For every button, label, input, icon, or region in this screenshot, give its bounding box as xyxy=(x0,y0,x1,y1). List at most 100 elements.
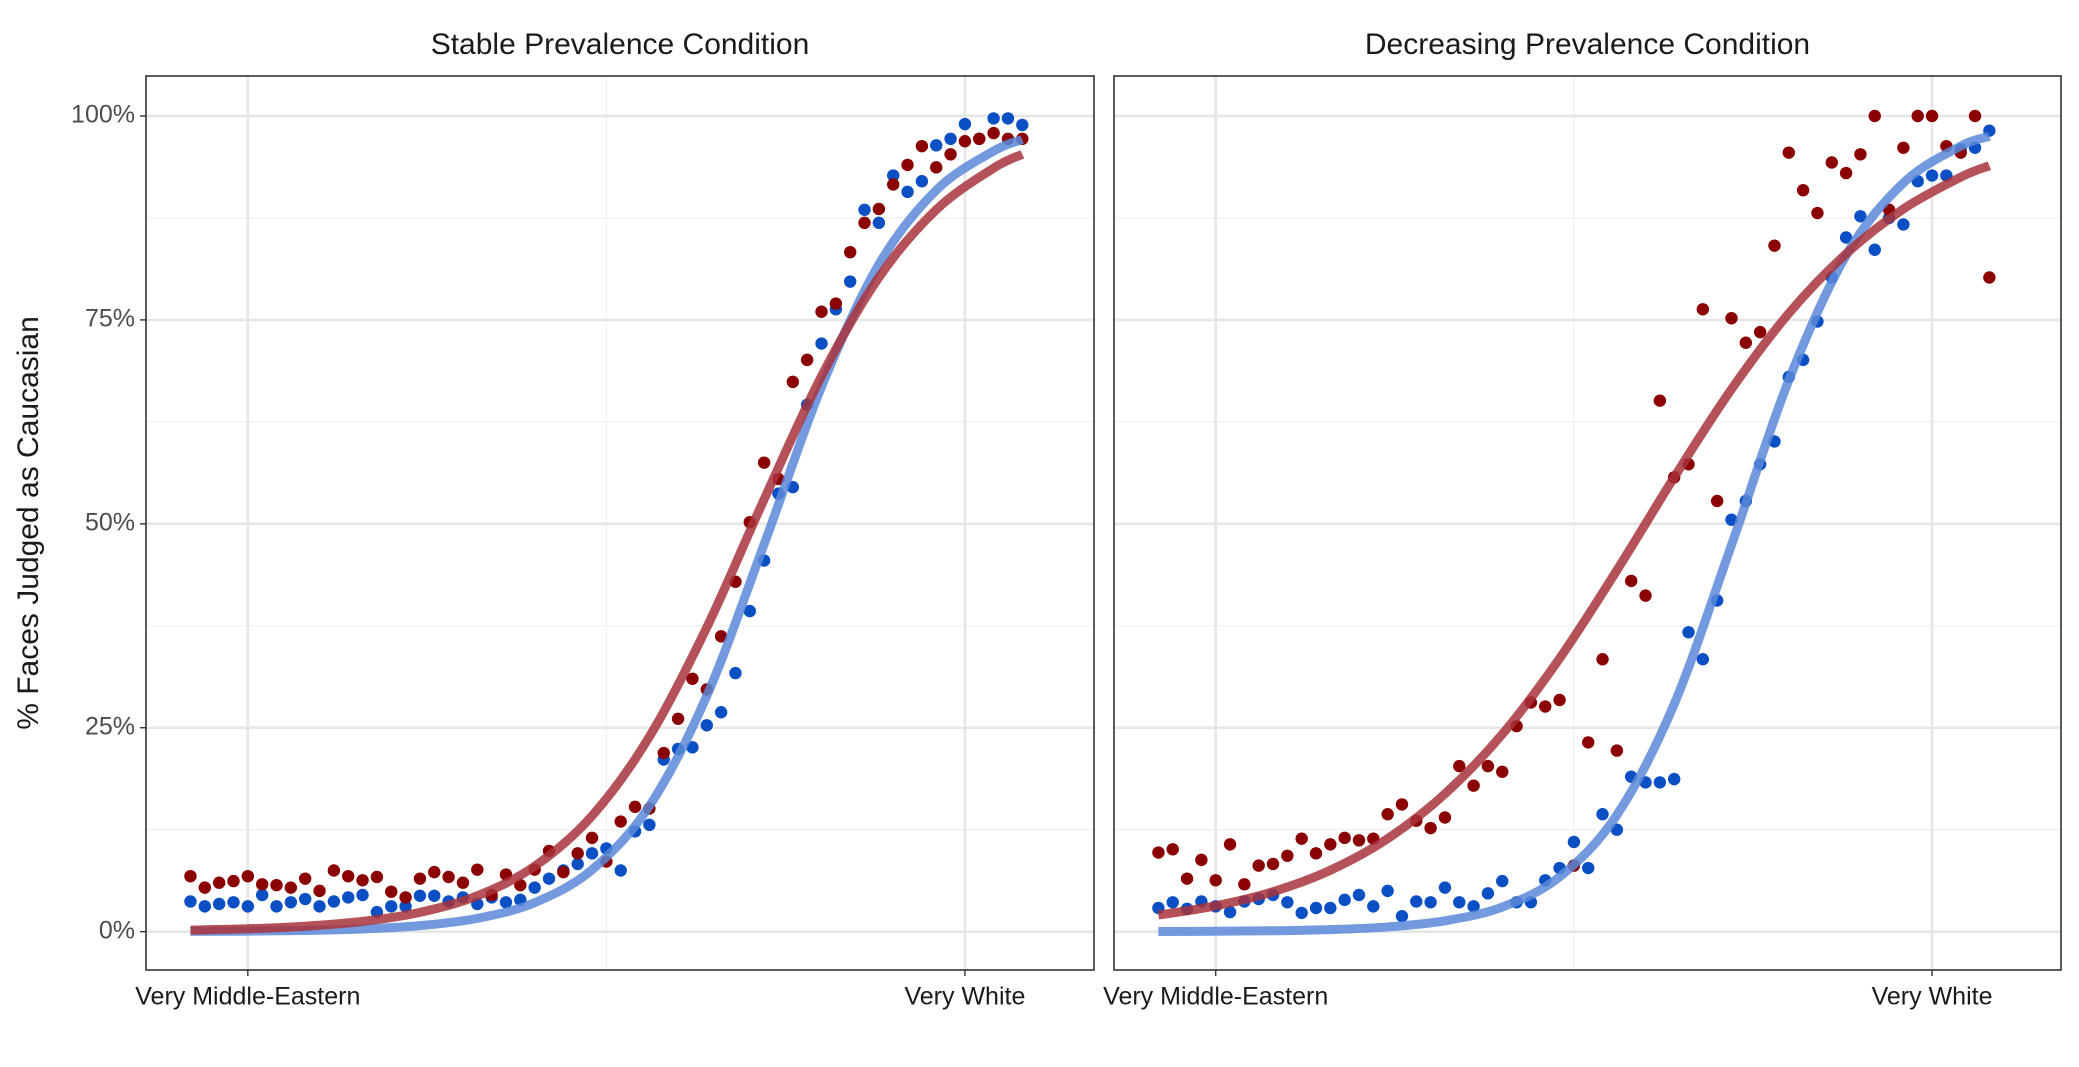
point xyxy=(571,857,584,871)
point xyxy=(1696,653,1710,666)
point xyxy=(1195,853,1208,867)
point xyxy=(1639,589,1652,602)
point xyxy=(1553,693,1566,707)
point xyxy=(1266,857,1280,871)
point xyxy=(1438,881,1452,894)
point xyxy=(212,897,226,911)
point xyxy=(1839,231,1853,244)
point xyxy=(1911,109,1924,123)
point xyxy=(413,889,427,902)
point xyxy=(298,872,312,885)
point xyxy=(643,818,656,832)
point xyxy=(887,169,900,182)
point xyxy=(528,881,541,894)
point xyxy=(843,275,857,288)
point xyxy=(1395,798,1409,811)
point xyxy=(456,876,470,889)
point xyxy=(428,889,441,902)
point xyxy=(585,831,599,845)
point xyxy=(1453,759,1466,773)
point xyxy=(1424,896,1437,909)
point xyxy=(1868,109,1881,123)
point xyxy=(1610,744,1624,757)
point xyxy=(815,337,828,350)
point xyxy=(628,800,642,814)
point xyxy=(1854,148,1867,161)
point xyxy=(743,604,756,618)
y-axis-title: % Faces Judged as Caucasian xyxy=(12,316,45,730)
point xyxy=(327,895,341,908)
point xyxy=(1209,874,1222,887)
point xyxy=(1438,811,1452,824)
point xyxy=(1496,765,1509,778)
point xyxy=(714,630,728,643)
point xyxy=(1567,835,1581,849)
point xyxy=(1410,895,1423,908)
point xyxy=(714,706,728,719)
point xyxy=(1381,808,1394,821)
y-tick-label: 100% xyxy=(71,101,135,129)
point xyxy=(1281,896,1294,909)
point xyxy=(973,132,986,146)
point xyxy=(370,870,384,884)
point xyxy=(671,712,685,725)
y-tick-label: 0% xyxy=(99,916,135,944)
point xyxy=(1424,821,1437,835)
point xyxy=(1453,896,1466,909)
point xyxy=(1309,847,1323,860)
point xyxy=(1854,210,1867,223)
point xyxy=(1739,336,1753,349)
point xyxy=(1481,887,1495,900)
point xyxy=(930,139,943,152)
x-tick-label: Very Middle-Eastern xyxy=(135,983,360,1011)
point xyxy=(1897,218,1910,231)
point xyxy=(1667,772,1681,786)
point xyxy=(1324,838,1337,851)
point xyxy=(1710,494,1724,508)
point xyxy=(987,112,1000,125)
point xyxy=(1897,141,1910,154)
point xyxy=(815,305,828,318)
point xyxy=(399,900,412,913)
point xyxy=(471,863,484,876)
point xyxy=(1582,861,1595,875)
point xyxy=(385,885,398,898)
point xyxy=(1782,146,1795,159)
point xyxy=(270,878,283,892)
point xyxy=(829,297,843,310)
point xyxy=(1467,900,1480,913)
strip-title: Decreasing Prevalence Condition xyxy=(1365,28,1810,61)
point xyxy=(1352,834,1366,847)
point xyxy=(1238,878,1251,891)
point xyxy=(255,888,269,902)
point xyxy=(212,876,226,889)
point xyxy=(255,878,269,891)
strip-title: Stable Prevalence Condition xyxy=(431,28,810,61)
point xyxy=(241,900,255,913)
point xyxy=(858,203,871,216)
point xyxy=(1166,896,1179,909)
y-tick-label: 50% xyxy=(85,508,135,536)
point xyxy=(614,815,627,828)
point xyxy=(887,178,900,191)
point xyxy=(757,456,771,469)
point xyxy=(399,891,412,904)
point xyxy=(1481,759,1495,773)
point xyxy=(1983,271,1996,284)
point xyxy=(1223,838,1237,851)
point xyxy=(686,672,699,685)
point xyxy=(1338,893,1351,907)
point xyxy=(413,872,427,885)
point xyxy=(313,884,326,898)
panel: 0% 25% 50% 75% 100% Very Middle-Eastern Very W… xyxy=(12,28,1095,1011)
point xyxy=(930,161,943,174)
point xyxy=(1596,808,1609,821)
point xyxy=(1001,112,1015,125)
point xyxy=(342,891,355,904)
panel-border xyxy=(145,75,1095,971)
point xyxy=(198,881,212,894)
fit-curve xyxy=(1157,161,1992,920)
point xyxy=(327,864,341,877)
point xyxy=(1696,303,1710,316)
point xyxy=(1811,206,1824,220)
